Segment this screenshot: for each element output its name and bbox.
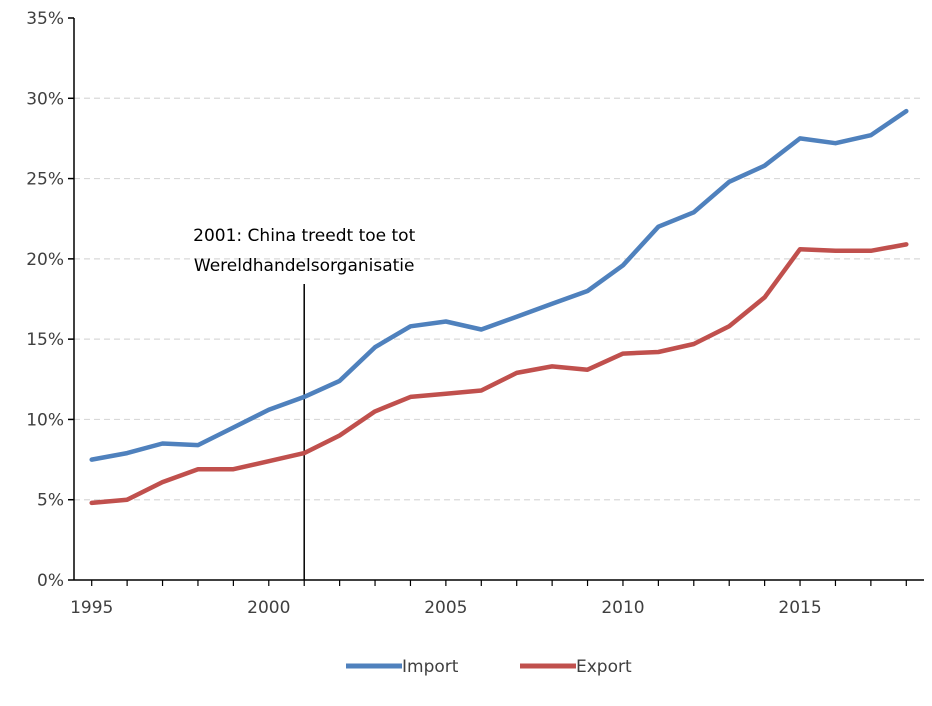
x-axis-ticks: 1995 2000 2005 2010 2015: [70, 580, 907, 618]
y-tick-label: 30%: [26, 89, 64, 109]
x-tick-label: 2000: [247, 598, 290, 618]
y-tick-label: 35%: [26, 9, 64, 29]
series-line-import: [89, 108, 909, 462]
gridlines: [74, 97, 924, 501]
x-tick-label: 2010: [601, 598, 644, 618]
legend-label-import: Import: [402, 657, 459, 677]
y-axis-ticks: 0% 5% 10% 15% 20% 25% 30% 35%: [26, 9, 74, 591]
legend-label-export: Export: [576, 657, 632, 677]
y-tick-label: 0%: [37, 571, 64, 591]
y-tick-label: 20%: [26, 250, 64, 270]
y-tick-label: 25%: [26, 170, 64, 190]
x-tick-label: 1995: [70, 598, 113, 618]
y-tick-label: 10%: [26, 410, 64, 430]
y-tick-label: 5%: [37, 491, 64, 511]
y-tick-label: 15%: [26, 330, 64, 350]
x-tick-label: 2005: [424, 598, 467, 618]
annotation: 2001: China treedt toe tot Wereldhandels…: [193, 226, 416, 580]
x-tick-label: 2015: [778, 598, 821, 618]
axes: [73, 18, 924, 581]
annotation-text-line-2: Wereldhandelsorganisatie: [194, 256, 415, 276]
series-line-export: [89, 242, 909, 506]
series-lines: [89, 108, 909, 506]
annotation-text-line-1: 2001: China treedt toe tot: [193, 226, 415, 246]
legend: Import Export: [346, 657, 632, 677]
